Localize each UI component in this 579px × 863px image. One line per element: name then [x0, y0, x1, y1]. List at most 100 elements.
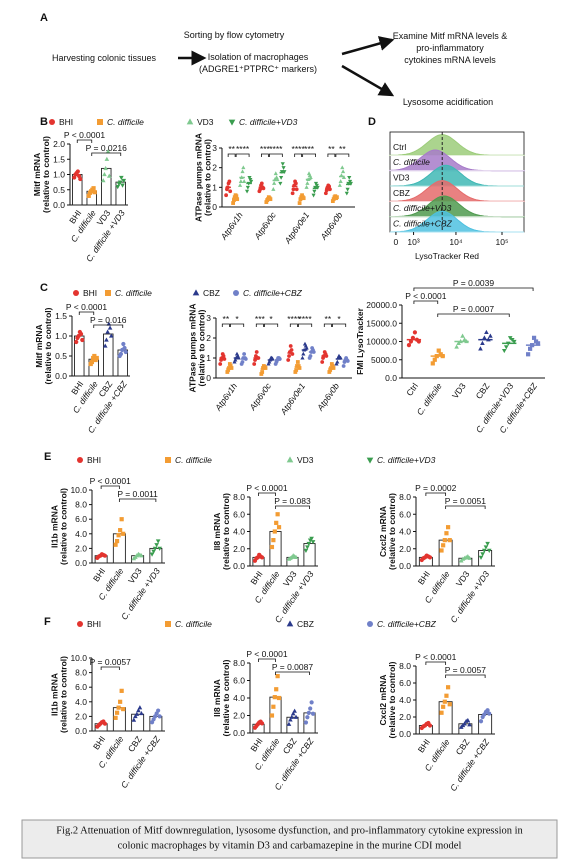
data-point — [259, 372, 264, 376]
data-point — [436, 348, 441, 353]
data-point — [335, 359, 340, 364]
data-point — [139, 710, 144, 716]
significance-bracket — [302, 153, 316, 157]
data-point — [484, 329, 489, 335]
data-point — [123, 349, 128, 355]
x-tick-label: 0 — [394, 237, 399, 247]
data-point — [290, 191, 295, 196]
significance-label: P < 0.0001 — [246, 649, 287, 659]
significance-bracket — [413, 287, 534, 291]
data-point — [121, 707, 126, 712]
significance-label: P < 0.0001 — [66, 302, 107, 312]
data-point — [313, 181, 319, 186]
data-point — [410, 335, 416, 340]
data-point — [427, 723, 433, 728]
data-point — [340, 165, 345, 170]
data-point — [526, 352, 531, 357]
y-tick-label: 4.0 — [75, 529, 87, 539]
data-point — [275, 674, 280, 679]
data-point — [118, 699, 123, 704]
legend-marker — [49, 119, 55, 125]
arrow — [341, 64, 395, 97]
data-point — [227, 362, 232, 366]
y-tick-label: 6.0 — [75, 682, 87, 692]
y-tick-label: 8.0 — [233, 492, 245, 502]
data-point — [442, 699, 447, 704]
data-point — [341, 364, 346, 368]
data-point — [234, 194, 239, 199]
data-point — [74, 339, 79, 345]
data-point — [308, 706, 313, 711]
data-point — [243, 357, 248, 361]
data-point — [218, 362, 223, 366]
y-tick-label: 6.0 — [233, 509, 245, 519]
data-point — [454, 344, 459, 349]
legend-label: VD3 — [197, 117, 214, 127]
data-point — [272, 181, 277, 185]
data-point — [271, 704, 276, 709]
significance-bracket — [258, 658, 276, 662]
legend-marker — [286, 456, 294, 463]
arrow — [341, 36, 395, 56]
data-point — [118, 528, 123, 533]
data-point — [89, 359, 95, 365]
data-point — [503, 345, 509, 350]
data-point — [137, 705, 143, 710]
y-tick-label: 4.0 — [399, 695, 411, 705]
y-axis-label: (relative to control) — [387, 661, 397, 738]
data-point — [280, 162, 285, 167]
data-point — [310, 711, 316, 716]
data-point — [287, 354, 291, 358]
significance-label: * — [337, 314, 341, 324]
data-point — [458, 338, 463, 344]
y-tick-label: 4.0 — [75, 697, 87, 707]
data-point — [478, 346, 483, 351]
data-point — [412, 330, 418, 335]
x-tick-label: BHI — [416, 737, 432, 754]
data-point — [408, 339, 414, 344]
x-tick-label: Ctrl — [404, 381, 420, 398]
legend-marker — [73, 290, 79, 296]
legend-marker — [77, 457, 83, 463]
step-text: Sorting by flow cytometry — [184, 30, 285, 40]
y-tick-label: 2.0 — [75, 711, 87, 721]
data-point — [271, 187, 276, 191]
y-axis-label: (relative to control) — [59, 488, 69, 565]
data-point — [330, 199, 335, 203]
caption-box — [21, 819, 558, 859]
data-point — [347, 179, 353, 184]
data-point — [505, 341, 511, 346]
data-point — [344, 191, 349, 196]
data-point — [103, 165, 108, 171]
data-point — [300, 193, 304, 198]
data-point — [157, 546, 162, 551]
significance-label: *** — [255, 314, 266, 324]
data-point — [485, 541, 490, 547]
data-point — [331, 366, 336, 370]
legend-label: C. difficile — [107, 117, 144, 127]
data-point — [224, 193, 229, 198]
y-tick-label: 2.0 — [75, 543, 87, 553]
significance-label: ** — [328, 144, 335, 154]
significance-bracket — [437, 313, 510, 317]
significance-label: P = 0.0039 — [453, 278, 494, 288]
y-tick-label: 0.0 — [75, 558, 87, 568]
data-point — [121, 531, 126, 536]
data-point — [289, 714, 295, 719]
step-text: pro-inflammatory — [416, 43, 484, 53]
significance-bracket — [93, 324, 124, 328]
ridge-label: VD3 — [393, 173, 410, 183]
legend-marker — [228, 119, 236, 126]
significance-label: P = 0.016 — [90, 315, 127, 325]
data-point — [139, 553, 144, 558]
data-point — [92, 190, 97, 195]
significance-label: P < 0.0001 — [90, 476, 131, 486]
y-tick-label: 2.0 — [233, 544, 245, 554]
data-point — [278, 181, 283, 186]
data-point — [338, 179, 343, 183]
data-point — [102, 721, 108, 726]
x-tick-label: CBZ — [474, 381, 492, 401]
y-tick-label: 2.0 — [399, 712, 411, 722]
data-point — [447, 702, 452, 707]
x-tick-label: Atp6v0e1 — [282, 210, 312, 246]
